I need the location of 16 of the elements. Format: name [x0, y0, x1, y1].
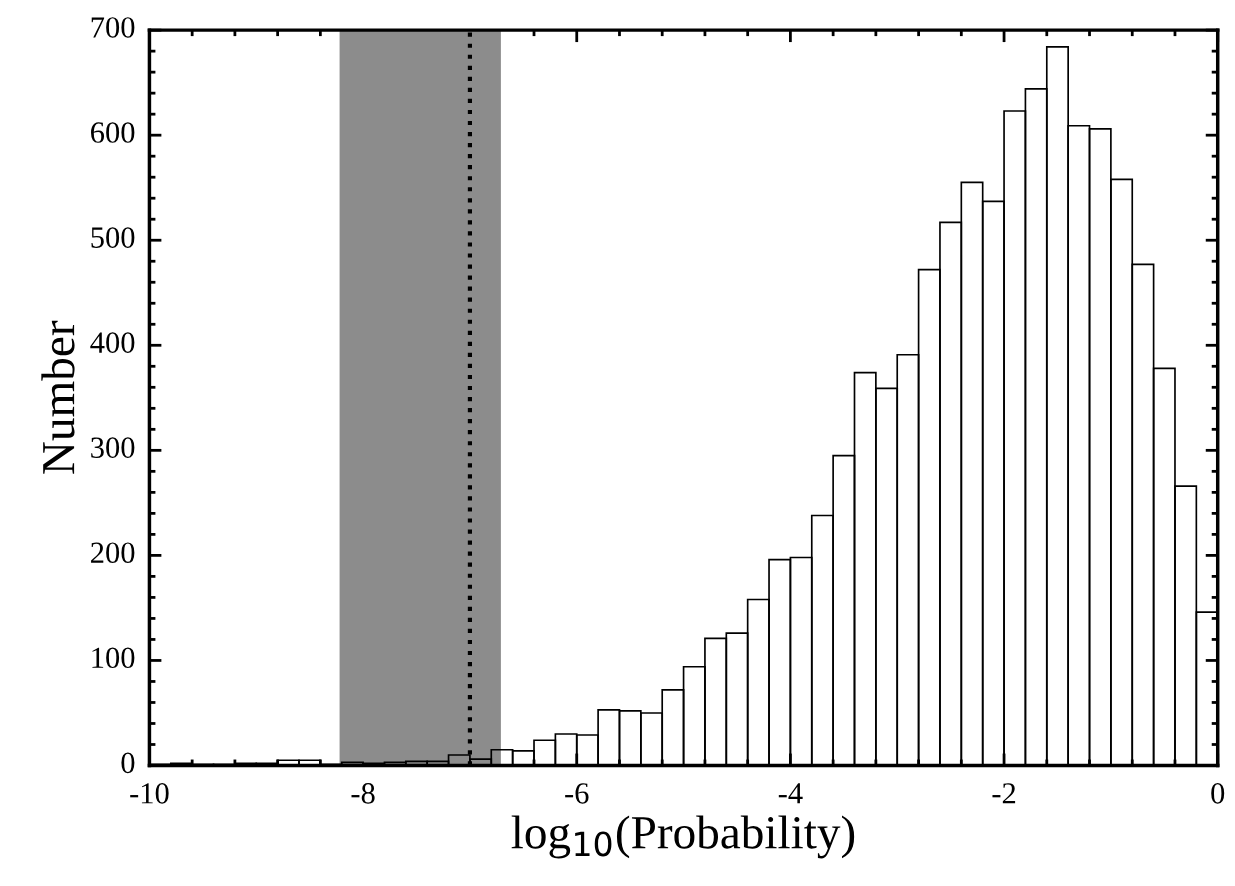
y-tick-label: 300: [91, 437, 135, 458]
x-tick-label: -8: [351, 783, 375, 804]
x-tick-label: -4: [778, 783, 803, 804]
y-tick-label: 700: [91, 17, 135, 38]
y-axis-title: Number: [41, 320, 75, 474]
y-tick-label: 400: [90, 332, 135, 353]
y-tick-label: 600: [91, 122, 135, 143]
x-tick-label: 0: [1211, 783, 1225, 804]
y-tick-label: 100: [92, 647, 135, 669]
x-tick-label: -2: [992, 783, 1016, 804]
y-tick-label: 0: [121, 752, 135, 774]
x-axis-title: log$_{10}$(Probability): [511, 815, 855, 859]
x-tick-label: -10: [130, 783, 169, 804]
y-tick-label: 200: [91, 542, 135, 564]
x-tick-label: -6: [565, 783, 589, 804]
y-tick-label: 500: [91, 227, 135, 248]
